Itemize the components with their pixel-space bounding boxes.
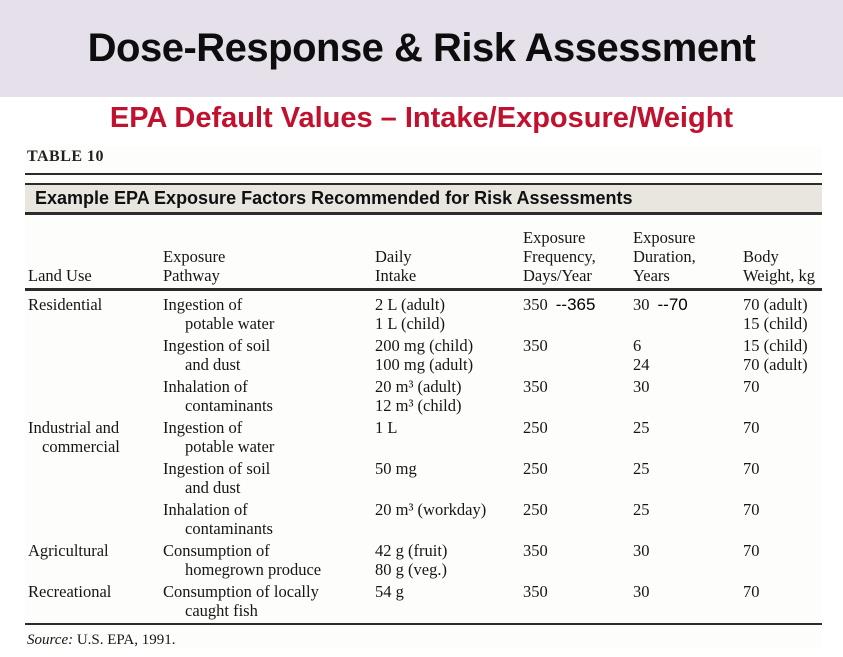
cell-weight: 70 (adult) 15 (child) (743, 295, 808, 333)
cell-pathway: Ingestion of potable water (163, 295, 275, 333)
cell-land_use: Industrial and commercial (28, 418, 120, 456)
source-text: U.S. EPA, 1991. (73, 632, 176, 648)
cell-frequency: 350 (523, 541, 548, 560)
table-source: Source: U.S. EPA, 1991. (25, 632, 822, 649)
table-title-bottom-rule (25, 212, 822, 215)
cell-weight: 70 (743, 459, 760, 478)
cell-weight: 70 (743, 582, 760, 601)
table-title-bar: Example EPA Exposure Factors Recommended… (25, 185, 822, 212)
cell-frequency: 350 (523, 336, 548, 355)
table-figure: TABLE 10 Example EPA Exposure Factors Re… (25, 146, 822, 649)
cell-frequency: 250 (523, 500, 548, 519)
table-caption: TABLE 10 (27, 148, 105, 165)
cell-duration: 30 (633, 541, 650, 560)
cell-weight: 70 (743, 541, 760, 560)
source-label: Source: (27, 632, 74, 648)
cell-intake: 1 L (375, 418, 398, 437)
cell-land_use: Recreational (28, 582, 112, 601)
column-header-frequency: Exposure Frequency, Days/Year (523, 228, 596, 285)
cell-duration: 30 (633, 582, 650, 601)
cell-duration: 25 (633, 418, 650, 437)
column-header-intake: Daily Intake (375, 247, 417, 285)
table-row: Industrial and commercial Ingestion of pota… (25, 418, 822, 456)
cell-frequency: 250 (523, 459, 548, 478)
table-row: Inhalation of contaminants 20 m³ (workday)… (25, 500, 822, 538)
cell-intake: 42 g (fruit) 80 g (veg.) (375, 541, 448, 579)
frequency-annotation: --365 (555, 295, 596, 314)
cell-frequency: 350 (523, 582, 548, 601)
cell-weight: 70 (743, 418, 760, 437)
cell-duration: 6 24 (633, 336, 650, 374)
cell-weight: 15 (child) 70 (adult) (743, 336, 808, 374)
cell-intake: 54 g (375, 582, 404, 601)
table-header-row: Land Use Exposure Pathway Daily Intake Exposu… (25, 215, 822, 291)
cell-weight: 70 (743, 500, 760, 519)
table-row: Recreational Consumption of locally caught… (25, 582, 822, 620)
cell-intake: 2 L (adult) 1 L (child) (375, 295, 445, 333)
cell-frequency: 250 (523, 418, 548, 437)
cell-frequency: 350 (523, 377, 548, 396)
table-bottom-rule (25, 623, 822, 625)
column-header-pathway: Exposure Pathway (163, 247, 226, 285)
table-title: Example EPA Exposure Factors Recommended… (35, 188, 633, 208)
cell-land_use (25, 377, 160, 415)
cell-pathway: Inhalation of contaminants (163, 377, 273, 415)
table-row: Ingestion of soil and dust 50 mg 250 25 70 (25, 459, 822, 497)
table-row: Ingestion of soil and dust 200 mg (child) 1… (25, 336, 822, 374)
column-header-land_use: Land Use (28, 266, 92, 285)
duration-annotation: --70 (657, 295, 688, 314)
cell-frequency: 350 --365 (523, 295, 596, 314)
cell-intake: 50 mg (375, 459, 417, 478)
title-banner: Dose-Response & Risk Assessment (0, 0, 843, 97)
slide-subtitle: EPA Default Values – Intake/Exposure/Wei… (109, 102, 734, 134)
cell-land_use (25, 500, 160, 538)
cell-pathway: Consumption of locally caught fish (163, 582, 319, 620)
cell-pathway: Consumption of homegrown produce (163, 541, 322, 579)
cell-pathway: Ingestion of soil and dust (163, 459, 271, 497)
cell-duration: 30 (633, 377, 650, 396)
table-row: Agricultural Consumption of homegrown prod… (25, 541, 822, 579)
cell-land_use: Residential (28, 295, 103, 314)
cell-pathway: Ingestion of potable water (163, 418, 275, 456)
column-header-weight: Body Weight, kg (743, 247, 815, 285)
table-row: Inhalation of contaminants 20 m³ (adult) 12… (25, 377, 822, 415)
cell-intake: 20 m³ (workday) (375, 500, 487, 519)
cell-duration: 25 (633, 500, 650, 519)
cell-intake: 200 mg (child) 100 mg (adult) (375, 336, 474, 374)
cell-duration: 30 --70 (633, 295, 688, 314)
cell-pathway: Inhalation of contaminants (163, 500, 273, 538)
column-header-duration: Exposure Duration, Years (633, 228, 696, 285)
table-body: Residential Ingestion of potable water 2 L … (25, 291, 822, 620)
cell-duration: 25 (633, 459, 650, 478)
cell-land_use (25, 336, 160, 374)
cell-weight: 70 (743, 377, 760, 396)
cell-intake: 20 m³ (adult) 12 m³ (child) (375, 377, 462, 415)
table-row: Residential Ingestion of potable water 2 L … (25, 295, 822, 333)
slide-title: Dose-Response & Risk Assessment (87, 26, 756, 70)
cell-land_use: Agricultural (28, 541, 109, 560)
cell-land_use (25, 459, 160, 497)
cell-pathway: Ingestion of soil and dust (163, 336, 271, 374)
table-top-rule (25, 173, 822, 185)
